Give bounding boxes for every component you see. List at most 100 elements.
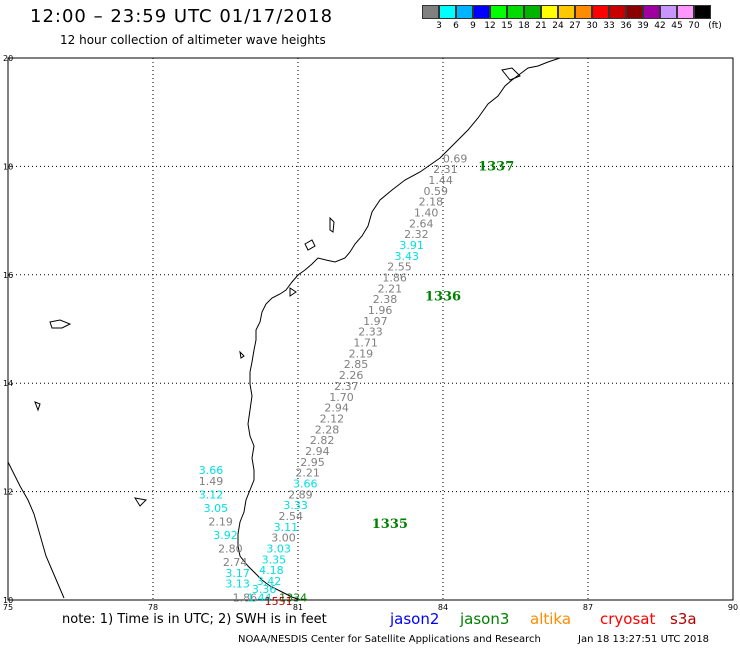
coastline-island-5 bbox=[49, 319, 72, 329]
swh-value: 1334 bbox=[279, 591, 307, 604]
color-scale-label: 3 bbox=[436, 21, 442, 31]
color-scale-label: 27 bbox=[569, 21, 581, 31]
color-swatch bbox=[490, 5, 507, 19]
swh-value: 3.35 bbox=[262, 553, 287, 566]
color-scale-label: 36 bbox=[620, 21, 632, 31]
color-scale-unit: (ft) bbox=[708, 21, 722, 31]
swh-value: 3.43 bbox=[395, 250, 420, 263]
swh-value: 2.21 bbox=[295, 467, 320, 480]
chart-subtitle: 12 hour collection of altimeter wave hei… bbox=[60, 33, 326, 47]
track-pass-label: 1337 bbox=[478, 159, 514, 174]
swh-value: 4.18 bbox=[259, 564, 284, 577]
swh-value: 2.31 bbox=[433, 163, 458, 176]
swh-value: 3.66 bbox=[199, 464, 224, 477]
swh-value: 2.26 bbox=[339, 369, 364, 382]
swh-value: 1.86 bbox=[382, 272, 407, 285]
coastline-island-6 bbox=[34, 401, 41, 412]
swh-value: 2.82 bbox=[310, 434, 335, 447]
color-scale-label: 12 bbox=[484, 21, 496, 31]
swh-value: 0.59 bbox=[424, 185, 449, 198]
swh-value: 3.12 bbox=[199, 488, 224, 501]
swh-value: 3.03 bbox=[266, 543, 291, 556]
swh-value: 1.71 bbox=[353, 337, 378, 350]
swh-value: 1.40 bbox=[414, 206, 439, 219]
color-swatch bbox=[558, 5, 575, 19]
lon-tick-label: 87 bbox=[583, 603, 593, 612]
coastline-island-2 bbox=[304, 239, 316, 251]
track-labels: 1337 1336 1335 bbox=[372, 159, 515, 532]
swh-value: 3.00 bbox=[271, 532, 296, 545]
color-scale-label: 21 bbox=[535, 21, 547, 31]
swh-value: 3.42 bbox=[257, 575, 282, 588]
swh-value: 2.33 bbox=[358, 326, 383, 339]
swh-value: 3.36 bbox=[252, 583, 277, 596]
coastline-island-7 bbox=[239, 350, 245, 359]
swh-value: 3.33 bbox=[283, 499, 308, 512]
swh-value: 2.94 bbox=[324, 402, 349, 415]
color-swatch bbox=[524, 5, 541, 19]
swh-value: 2.12 bbox=[320, 412, 345, 425]
swh-value: 1.70 bbox=[329, 391, 354, 404]
coastline-island-4 bbox=[501, 67, 521, 81]
color-swatch bbox=[609, 5, 626, 19]
swh-value: 0.69 bbox=[443, 152, 468, 165]
swh-value: 2.80 bbox=[218, 543, 243, 556]
color-scale-label: 6 bbox=[453, 21, 459, 31]
swh-value: 1.49 bbox=[199, 475, 224, 488]
swh-value: 2.28 bbox=[315, 423, 340, 436]
swh-value: 2.95 bbox=[300, 456, 325, 469]
color-scale-label: 42 bbox=[654, 21, 666, 31]
wave-height-observations: 0.692.311.440.592.181.402.642.323.913.43… bbox=[199, 152, 468, 608]
swh-value: 2.37 bbox=[334, 380, 359, 393]
swh-value: 2.64 bbox=[409, 217, 434, 230]
lat-lon-grid bbox=[7, 57, 734, 601]
color-scale-label: 9 bbox=[470, 21, 476, 31]
swh-value: 1.97 bbox=[363, 315, 388, 328]
track-pass-label: 1336 bbox=[425, 289, 461, 304]
lon-tick-label: 78 bbox=[148, 603, 158, 612]
swh-value: 2.74 bbox=[223, 556, 248, 569]
swh-value: 3.66 bbox=[293, 477, 318, 490]
swh-value: 1.86 bbox=[233, 591, 258, 604]
color-scale-label: 30 bbox=[586, 21, 598, 31]
axis-labels: 75 78 81 84 87 90 20 18 16 14 12 10 bbox=[3, 54, 738, 612]
coastline-west bbox=[7, 461, 65, 599]
lon-tick-label: 81 bbox=[293, 603, 303, 612]
color-swatch bbox=[575, 5, 592, 19]
swh-value: 1551 bbox=[265, 595, 293, 608]
color-swatch bbox=[677, 5, 694, 19]
legend-altika: altika bbox=[530, 610, 572, 628]
color-scale-label: 18 bbox=[518, 21, 530, 31]
color-swatch bbox=[694, 5, 711, 19]
color-swatch bbox=[507, 5, 524, 19]
color-scale-bar: 3 6 9 12 15 18 21 24 27 30 33 36 39 42 45 70 (ft) bbox=[422, 5, 722, 33]
lat-tick-label: 12 bbox=[3, 488, 13, 497]
color-scale-swatches bbox=[422, 5, 711, 19]
swh-value: 3.11 bbox=[274, 521, 299, 534]
swh-value: 3.92 bbox=[213, 529, 238, 542]
credit-line: NOAA/NESDIS Center for Satellite Applica… bbox=[238, 634, 541, 645]
lat-tick-label: 16 bbox=[3, 271, 13, 280]
chart-title: 12:00 – 23:59 UTC 01/17/2018 bbox=[30, 6, 334, 27]
swh-value: 1.44 bbox=[428, 174, 453, 187]
swh-value: 3.17 bbox=[225, 567, 250, 580]
color-swatch bbox=[422, 5, 439, 19]
color-scale-label: 33 bbox=[603, 21, 615, 31]
legend-s3a: s3a bbox=[670, 610, 697, 628]
swh-value: 2.38 bbox=[373, 293, 398, 306]
coastline-india-east bbox=[237, 57, 561, 601]
color-swatch bbox=[592, 5, 609, 19]
lon-tick-label: 90 bbox=[728, 603, 738, 612]
coastline-island-3 bbox=[289, 287, 297, 297]
footer-note: note: 1) Time is in UTC; 2) SWH is in fe… bbox=[62, 612, 327, 627]
color-swatch bbox=[473, 5, 490, 19]
lon-tick-label: 84 bbox=[438, 603, 448, 612]
color-swatch bbox=[439, 5, 456, 19]
color-scale-label: 39 bbox=[637, 21, 649, 31]
swh-value: 2.19 bbox=[208, 515, 233, 528]
color-swatch bbox=[660, 5, 677, 19]
swh-value: 2.85 bbox=[344, 358, 369, 371]
color-swatch bbox=[643, 5, 660, 19]
legend-cryosat: cryosat bbox=[600, 610, 656, 628]
